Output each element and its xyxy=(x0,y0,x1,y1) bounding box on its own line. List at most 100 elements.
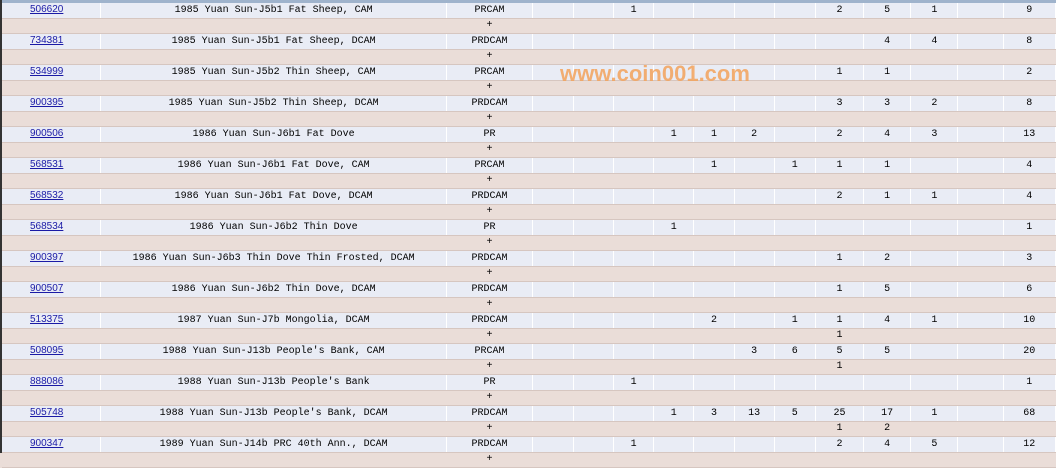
grade-count-cell xyxy=(957,405,1004,422)
plus-label: + xyxy=(446,328,533,344)
grade-count-cell xyxy=(774,436,816,453)
plus-grade-count-cell xyxy=(573,18,614,34)
plus-grade-count-cell xyxy=(573,390,614,406)
plus-grade-count-cell xyxy=(734,142,775,158)
plus-grade-count-cell xyxy=(613,18,654,34)
plus-spacer xyxy=(100,359,447,375)
grade-count-cell: 1 xyxy=(815,64,865,81)
plus-grade-count-cell xyxy=(957,80,1004,96)
plus-grade-count-cell xyxy=(815,80,864,96)
grade-count-cell xyxy=(613,188,655,205)
grade-count-cell xyxy=(613,281,655,298)
total-cell: 6 xyxy=(1003,281,1056,298)
grade-count-cell xyxy=(573,250,615,267)
plus-grade-count-cell xyxy=(653,173,694,189)
header-border xyxy=(0,0,1056,3)
plus-grade-count-cell xyxy=(573,266,614,282)
plus-grade-count-cell xyxy=(613,421,654,437)
plus-grade-count-cell xyxy=(910,173,958,189)
plus-grade-count-cell xyxy=(573,297,614,313)
cert-id-link[interactable]: 506620 xyxy=(30,4,64,15)
plus-grade-count-cell xyxy=(863,297,911,313)
plus-grade-count-cell xyxy=(532,142,574,158)
cert-id-link[interactable]: 888086 xyxy=(30,376,64,387)
plus-grade-count-cell xyxy=(613,80,654,96)
cert-id-cell: 506620 xyxy=(2,3,101,19)
description-cell: 1986 Yuan Sun-J6b2 Thin Dove, DCAM xyxy=(100,281,448,298)
cert-id-link[interactable]: 900507 xyxy=(30,283,64,294)
plus-row: +1 xyxy=(2,328,1056,344)
grade-count-cell xyxy=(653,281,695,298)
plus-grade-count-cell xyxy=(734,204,775,220)
plus-grade-count-cell xyxy=(653,266,694,282)
designation-cell: PRDCAM xyxy=(446,95,533,112)
plus-grade-count-cell xyxy=(957,235,1004,251)
total-cell: 3 xyxy=(1003,250,1056,267)
plus-spacer xyxy=(2,297,101,313)
plus-total-cell xyxy=(1003,111,1056,127)
plus-grade-count-cell xyxy=(532,359,574,375)
plus-spacer xyxy=(2,49,101,65)
plus-grade-count-cell xyxy=(774,452,816,468)
plus-grade-count-cell xyxy=(910,297,958,313)
cert-id-link[interactable]: 568532 xyxy=(30,190,64,201)
plus-spacer xyxy=(2,173,101,189)
grade-count-cell xyxy=(774,219,816,236)
grade-count-cell xyxy=(532,33,574,50)
plus-grade-count-cell xyxy=(863,142,911,158)
plus-spacer xyxy=(2,328,101,344)
grade-count-cell: 5 xyxy=(774,405,816,422)
cert-id-link[interactable]: 513375 xyxy=(30,314,64,325)
plus-grade-count-cell xyxy=(815,452,864,468)
cert-id-cell: 900397 xyxy=(2,250,101,267)
cert-id-link[interactable]: 534999 xyxy=(30,66,64,77)
cert-id-link[interactable]: 734381 xyxy=(30,35,64,46)
grade-count-cell xyxy=(693,343,735,360)
designation-cell: PRDCAM xyxy=(446,33,533,50)
plus-spacer xyxy=(2,111,101,127)
cert-id-link[interactable]: 900347 xyxy=(30,438,64,449)
grade-count-cell xyxy=(532,281,574,298)
cert-id-link[interactable]: 900395 xyxy=(30,97,64,108)
grade-count-cell: 2 xyxy=(815,436,865,453)
grade-count-cell xyxy=(693,250,735,267)
cert-id-link[interactable]: 900397 xyxy=(30,252,64,263)
table-row: 900506 1986 Yuan Sun-J6b1 Fat Dove PR 1 1 2 2 4… xyxy=(2,126,1056,143)
plus-grade-count-cell xyxy=(532,390,574,406)
plus-spacer xyxy=(100,49,447,65)
grade-count-cell xyxy=(573,312,615,329)
plus-grade-count-cell xyxy=(613,266,654,282)
plus-label: + xyxy=(446,359,533,375)
cert-id-link[interactable]: 505748 xyxy=(30,407,64,418)
grade-count-cell xyxy=(613,126,655,143)
cert-id-link[interactable]: 568534 xyxy=(30,221,64,232)
cert-id-link[interactable]: 508095 xyxy=(30,345,64,356)
cert-id-link[interactable]: 568531 xyxy=(30,159,64,170)
grade-count-cell xyxy=(573,3,615,19)
plus-grade-count-cell: 1 xyxy=(815,328,864,344)
grade-count-cell xyxy=(613,33,655,50)
grade-count-cell xyxy=(613,343,655,360)
plus-grade-count-cell: 2 xyxy=(863,421,911,437)
grade-count-cell xyxy=(653,436,695,453)
plus-grade-count-cell: 1 xyxy=(815,421,864,437)
grade-count-cell: 3 xyxy=(734,343,775,360)
cert-id-link[interactable]: 900506 xyxy=(30,128,64,139)
plus-row: + xyxy=(2,142,1056,158)
plus-grade-count-cell xyxy=(863,111,911,127)
plus-grade-count-cell xyxy=(573,111,614,127)
grade-count-cell xyxy=(532,312,574,329)
description-cell: 1988 Yuan Sun-J13b People's Bank, DCAM xyxy=(100,405,448,422)
plus-total-cell xyxy=(1003,266,1056,282)
plus-grade-count-cell xyxy=(734,359,775,375)
table-row: 900395 1985 Yuan Sun-J5b2 Thin Sheep, DCA… xyxy=(2,95,1056,112)
cert-id-cell: 900395 xyxy=(2,95,101,112)
plus-grade-count-cell xyxy=(957,297,1004,313)
plus-spacer xyxy=(100,142,447,158)
grade-count-cell xyxy=(693,436,735,453)
grade-count-cell xyxy=(693,374,735,391)
plus-grade-count-cell xyxy=(910,266,958,282)
grade-count-cell xyxy=(693,95,735,112)
designation-cell: PRDCAM xyxy=(446,281,533,298)
plus-grade-count-cell xyxy=(734,297,775,313)
